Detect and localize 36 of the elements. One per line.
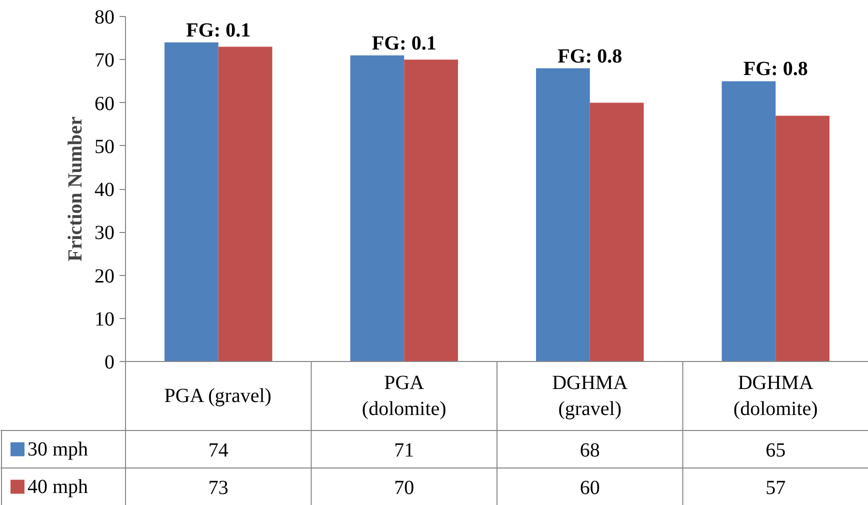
- y-tick-label: 40: [94, 179, 114, 201]
- bar: [404, 60, 458, 362]
- x-tick-label: PGA (dolomite): [362, 372, 446, 420]
- data-label: 73: [208, 476, 228, 499]
- y-tick-label: 60: [94, 92, 114, 115]
- bar: [722, 81, 776, 362]
- y-tick-label: 50: [94, 136, 114, 158]
- y-tick-label: 80: [94, 6, 114, 28]
- x-tick-label: DGHMA (gravel): [552, 372, 628, 420]
- data-label: 74: [208, 439, 228, 462]
- data-label: 57: [766, 476, 786, 499]
- x-tick-label: DGHMA (dolomite): [733, 372, 818, 420]
- bar: [218, 46, 272, 362]
- data-label: 65: [766, 439, 786, 462]
- data-label: 70: [394, 476, 414, 499]
- x-tick-label: PGA (gravel): [164, 385, 272, 407]
- bar: [536, 68, 590, 362]
- annotation: FG: 0.8: [558, 45, 622, 68]
- bar: [350, 55, 404, 362]
- legend-label: 40 mph: [28, 476, 88, 498]
- bar: [164, 42, 218, 362]
- y-tick-label: 20: [94, 265, 114, 288]
- annotation: FG: 0.1: [186, 19, 251, 42]
- data-label: 71: [394, 439, 414, 462]
- data-label: 60: [580, 476, 600, 499]
- legend-label: 30 mph: [28, 438, 88, 460]
- annotation: FG: 0.8: [743, 58, 808, 80]
- annotation: FG: 0.1: [372, 32, 436, 54]
- bar: [776, 116, 830, 362]
- y-tick-label: 0: [104, 352, 114, 374]
- data-label: 68: [580, 439, 600, 462]
- y-tick-label: 10: [94, 308, 114, 330]
- y-tick-label: 30: [94, 222, 114, 244]
- y-axis-title: Friction Number: [64, 116, 86, 262]
- y-tick-label: 70: [94, 50, 114, 72]
- bar: [590, 102, 644, 362]
